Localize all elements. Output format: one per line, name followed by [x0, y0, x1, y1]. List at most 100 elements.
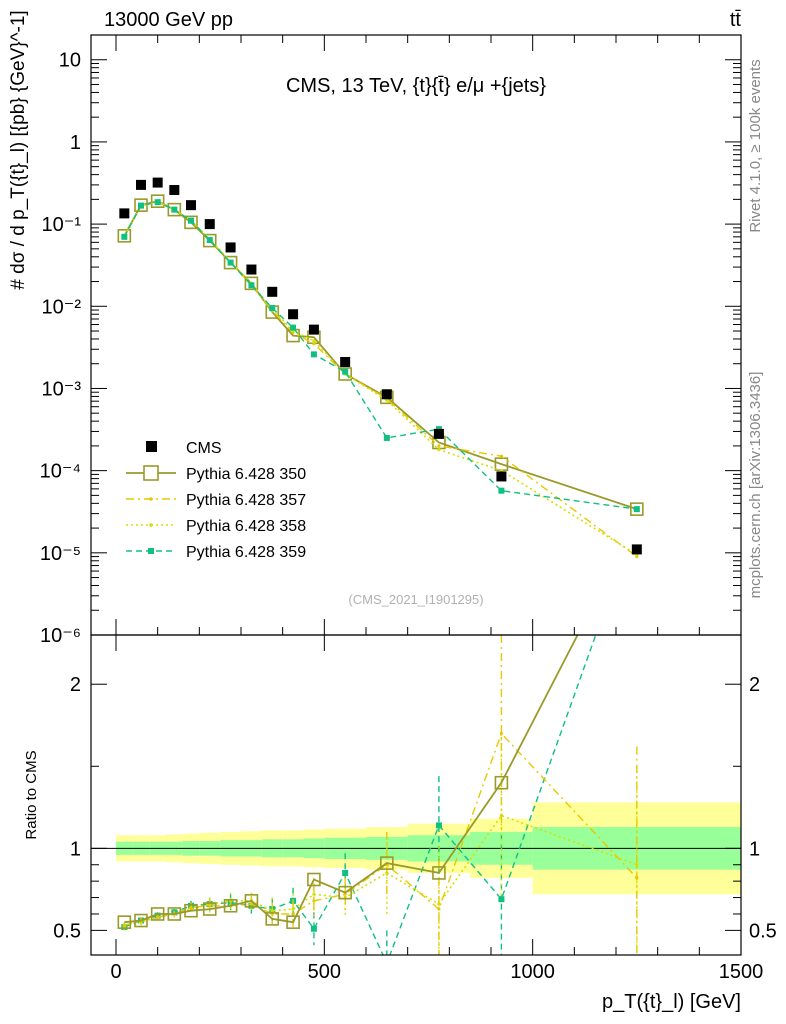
ratio-pythia-6-428-357-point-10: [312, 899, 316, 903]
pythia-6-428-350-point-2: [150, 194, 165, 208]
ratio-pythia-6-428-359-point-10: [310, 925, 317, 932]
pythia-6-428-359-point-12: [383, 434, 390, 441]
ratio-pythia-6-428-350-point-4: [184, 903, 198, 918]
upper-y-tick-label-3: 10⁻²: [42, 296, 82, 318]
lower-panel-marks: [91, 517, 741, 955]
ratio-pythia-6-428-357-point-15: [635, 876, 639, 880]
ratio-pythia-6-428-357-point-2: [156, 915, 160, 919]
cms-point-5: [204, 219, 215, 230]
x-tick-label-1: 500: [308, 961, 341, 983]
pythia-6-428-359-point-5: [206, 237, 213, 244]
ratio-pythia-6-428-359-point-14: [498, 896, 505, 903]
mcplots-reference-note: mcplots.cern.ch [arXiv:1306.3436]: [747, 372, 764, 599]
legend-pythia-6-428-357-label: Pythia 6.428 357: [186, 492, 306, 509]
x-axis-label: p_T({t}_l) [GeV]: [602, 991, 741, 1013]
ratio-pythia-6-428-350-point-5: [202, 902, 217, 916]
process-label: tt̄: [730, 9, 742, 31]
pythia-6-428-359-point-10: [310, 351, 317, 358]
pythia-6-428-359-point-15: [633, 506, 640, 513]
ratio-pythia-6-428-357-point-11: [343, 892, 347, 896]
ratio-pythia-6-428-350-point-1: [134, 913, 148, 928]
pythia-6-428-358-point-13: [437, 448, 441, 452]
cms-point-15: [631, 544, 642, 555]
pythia-6-428-359-point-14: [498, 487, 505, 494]
ratio-pythia-6-428-358-point-10: [312, 892, 316, 896]
ratio-pythia-6-428-350-point-14: [494, 775, 509, 790]
ratio-pythia-6-428-357-point-9: [291, 912, 295, 916]
ratio-pythia-6-428-358-point-9: [291, 907, 295, 911]
legend-pythia-6-428-358-marker: [149, 523, 153, 527]
ratio-pythia-6-428-350-point-6: [223, 898, 238, 913]
cms-point-6: [225, 242, 236, 253]
pythia-6-428-350-point-3: [167, 202, 182, 217]
chart-marks: [91, 177, 741, 955]
rivet-version-note: Rivet 4.1.0, ≥ 100k events: [747, 59, 764, 232]
chart-axes: 10 1 10⁻¹ 10⁻² 10⁻³ 10⁻⁴ 10⁻⁵ 10⁻⁶ 0.5 0.5 1 1 2 2 0 50…: [40, 34, 777, 983]
legend-pythia-6-428-350-label: Pythia 6.428 350: [186, 466, 306, 483]
ratio-pythia-6-428-357-point-5: [208, 904, 212, 908]
ratio-pythia-6-428-350-line: [124, 635, 579, 924]
cms-point-1: [136, 179, 146, 190]
lower-y-tick-label-2: 2: [70, 674, 81, 696]
pythia-6-428-358-point-12: [385, 398, 389, 402]
ratio-pythia-6-428-357-point-7: [249, 902, 254, 906]
ratio-pythia-6-428-359-point-15: [634, 517, 640, 523]
lower-frame: [90, 634, 742, 956]
legend-pythia-6-428-357-marker: [149, 497, 153, 501]
cms-point-3: [169, 184, 180, 195]
cms-point-10: [308, 324, 319, 335]
pythia-6-428-359-point-7: [248, 282, 255, 289]
ratio-pythia-6-428-350-point-0: [117, 915, 132, 929]
x-tick-label-0: 0: [110, 961, 121, 983]
cms-point-14: [496, 471, 507, 482]
ratio-pythia-6-428-358-line: [124, 814, 638, 928]
cms-point-9: [288, 309, 299, 320]
lower-y-tick-label-right-0: 0.5: [749, 920, 777, 942]
legend-pythia-6-428-359-marker: [148, 548, 154, 554]
lower-y-tick-label-right-1: 1: [749, 838, 760, 860]
ratio-pythia-6-428-357-point-14: [499, 731, 504, 736]
pythia-6-428-357-point-13: [437, 444, 441, 448]
upper-y-tick-label-7: 10⁻⁶: [40, 625, 81, 647]
cms-point-12: [381, 389, 392, 400]
upper-y-tick-label-1: 1: [70, 132, 81, 154]
lower-y-axis-label: Ratio to CMS: [23, 750, 40, 839]
ratio-pythia-6-428-350-point-11: [338, 885, 352, 900]
legend-pythia-6-428-350-marker: [143, 465, 159, 481]
ratio-pythia-6-428-357-line: [124, 732, 638, 927]
ratio-pythia-6-428-359-point-11: [342, 869, 349, 876]
legend-cms-label: CMS: [186, 440, 222, 457]
upper-y-axis-label: # dσ / d p_T({t}_l) [{pb} {GeV}^-1]: [8, 10, 29, 289]
cms-point-11: [340, 356, 351, 367]
ratio-pythia-6-428-358-point-8: [270, 909, 274, 913]
analysis-id-watermark: (CMS_2021_I1901295): [348, 592, 483, 607]
upper-y-tick-label-4: 10⁻³: [42, 378, 82, 400]
upper-y-tick-label-6: 10⁻⁵: [40, 543, 81, 565]
pythia-6-428-350-point-4: [184, 215, 198, 230]
legend-pythia-6-428-359-label: Pythia 6.428 359: [186, 544, 306, 561]
cms-point-0: [119, 208, 130, 219]
ratio-pythia-6-428-350-point-12: [380, 856, 394, 870]
cms-point-4: [186, 200, 196, 211]
pythia-6-428-357-point-14: [499, 454, 504, 458]
pythia-6-428-359-point-1: [138, 202, 144, 209]
pythia-6-428-358-point-14: [499, 469, 504, 473]
ratio-pythia-6-428-358-point-15: [635, 863, 639, 867]
cms-point-7: [246, 264, 257, 275]
pythia-6-428-350-point-6: [223, 255, 238, 270]
lower-y-tick-label-1: 1: [70, 838, 81, 860]
upper-y-tick-label-5: 10⁻⁴: [40, 461, 81, 483]
legend: CMS Pythia 6.428 350 Pythia 6.428 357 Pythi…: [126, 440, 306, 561]
ratio-pythia-6-428-350-point-2: [150, 907, 165, 921]
pythia-6-428-350-point-15: [630, 502, 644, 516]
ratio-pythia-6-428-359-point-13: [435, 822, 442, 829]
lower-y-tick-label-0: 0.5: [53, 920, 81, 942]
upper-y-tick-label-2: 10⁻¹: [42, 214, 82, 236]
pythia-6-428-350-point-7: [244, 276, 259, 291]
lower-y-tick-label-right-2: 2: [749, 674, 760, 696]
pythia-6-428-350-point-5: [202, 233, 217, 248]
pythia-6-428-359-point-4: [188, 217, 194, 224]
pythia-6-428-350-point-11: [338, 367, 352, 381]
